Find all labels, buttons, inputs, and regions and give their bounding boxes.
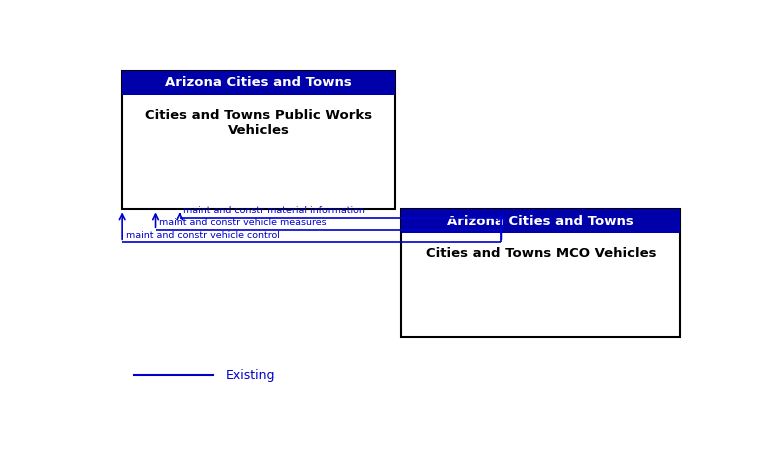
Text: Cities and Towns Public Works
Vehicles: Cities and Towns Public Works Vehicles: [145, 109, 372, 136]
Text: Arizona Cities and Towns: Arizona Cities and Towns: [165, 76, 352, 89]
Text: maint and constr vehicle measures: maint and constr vehicle measures: [159, 218, 327, 228]
Text: Arizona Cities and Towns: Arizona Cities and Towns: [447, 215, 634, 228]
FancyBboxPatch shape: [402, 209, 680, 233]
FancyBboxPatch shape: [402, 209, 680, 337]
Text: maint and constr vehicle control: maint and constr vehicle control: [126, 230, 280, 239]
FancyBboxPatch shape: [122, 71, 395, 95]
FancyBboxPatch shape: [122, 71, 395, 209]
Text: Cities and Towns MCO Vehicles: Cities and Towns MCO Vehicles: [426, 247, 656, 260]
Text: maint and constr material information: maint and constr material information: [183, 207, 366, 216]
Text: Existing: Existing: [226, 369, 275, 382]
